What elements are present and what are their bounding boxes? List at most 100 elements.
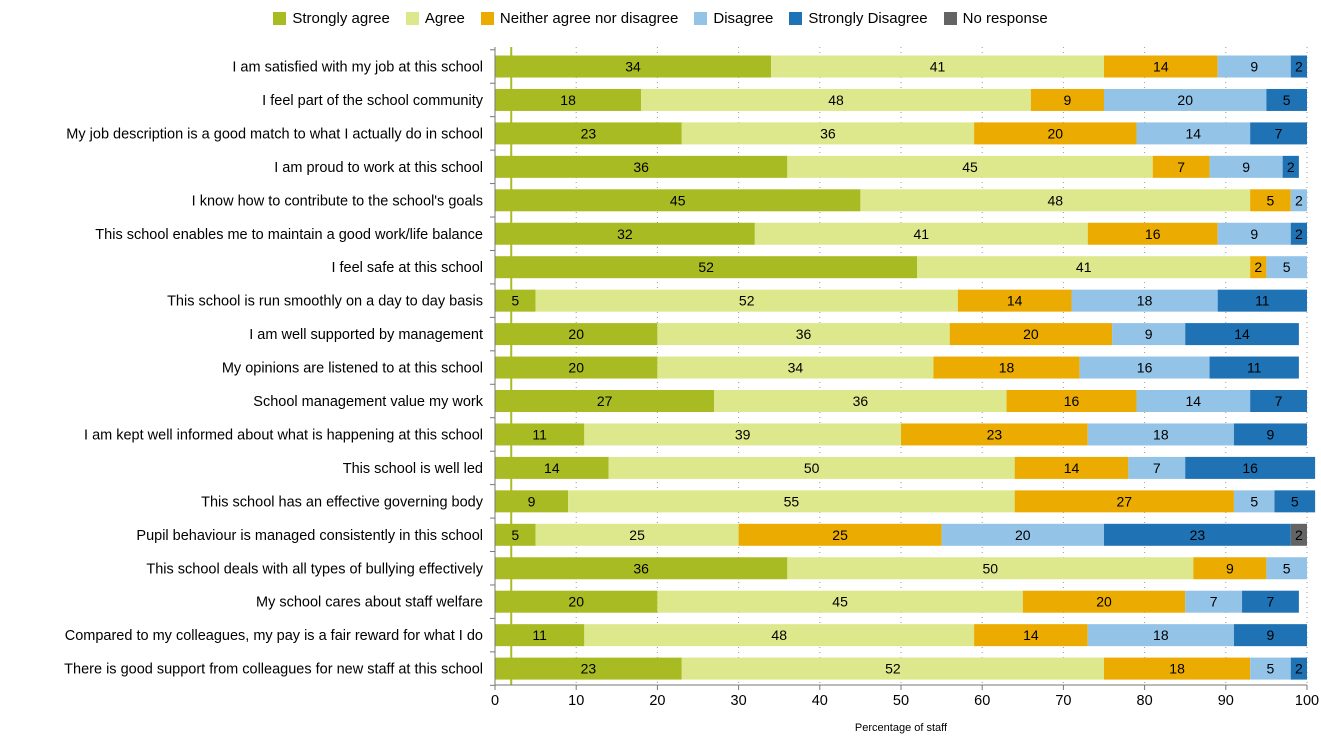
bar-segment <box>1290 189 1307 212</box>
bar-value-label: 2 <box>1295 192 1303 208</box>
bar-value-label: 18 <box>1137 293 1153 309</box>
bar-value-label: 16 <box>1064 393 1080 409</box>
x-tick-label: 70 <box>1055 693 1071 709</box>
bar-value-label: 36 <box>820 125 836 141</box>
category-label: This school has an effective governing b… <box>201 494 484 510</box>
bar-segment <box>1014 456 1129 479</box>
bar-value-label: 14 <box>1007 293 1023 309</box>
bar-segment <box>1185 323 1299 346</box>
bar-segment <box>641 88 1031 111</box>
bar-segment <box>657 356 934 379</box>
bar-value-label: 50 <box>804 460 820 476</box>
x-tick-label: 100 <box>1295 693 1319 709</box>
bar-value-label: 52 <box>698 259 714 275</box>
bar-segment <box>495 155 788 178</box>
bar-value-label: 7 <box>1210 594 1218 610</box>
legend-swatch <box>694 11 708 25</box>
category-label: My school cares about staff welfare <box>256 595 483 611</box>
bar-value-label: 45 <box>832 594 848 610</box>
bar-segment <box>1217 289 1307 312</box>
bar-value-label: 18 <box>560 92 576 108</box>
category-label: My opinions are listened to at this scho… <box>222 361 483 377</box>
bar-value-label: 48 <box>771 627 787 643</box>
bar-segment <box>1250 189 1291 212</box>
bar-value-label: 7 <box>1275 125 1283 141</box>
bar-segment <box>1266 88 1307 111</box>
bar-value-label: 9 <box>528 493 536 509</box>
bar-value-label: 55 <box>784 493 800 509</box>
bar-value-label: 11 <box>532 426 547 442</box>
bar-segment <box>1087 222 1218 245</box>
x-tick-label: 50 <box>893 693 909 709</box>
bar-value-label: 25 <box>629 527 645 543</box>
bar-segment <box>1112 323 1186 346</box>
category-label: I am proud to work at this school <box>274 160 483 176</box>
bar-value-label: 9 <box>1064 92 1072 108</box>
bar-value-label: 36 <box>633 560 649 576</box>
bar-segment <box>1014 490 1234 513</box>
bar-segment <box>495 557 788 580</box>
bar-segment <box>1087 624 1234 647</box>
bar-value-label: 36 <box>853 393 869 409</box>
bar-value-label: 9 <box>1267 627 1275 643</box>
legend-label: Agree <box>424 9 465 27</box>
chart-legend: Strongly agree Agree Neither agree nor dis… <box>0 8 1321 28</box>
bar-value-label: 5 <box>1267 661 1275 677</box>
bar-value-label: 45 <box>962 159 978 175</box>
bar-segment <box>1217 55 1291 78</box>
bar-segment <box>584 423 901 446</box>
bar-segment <box>1274 490 1316 513</box>
legend-swatch <box>480 11 494 25</box>
bar-value-label: 36 <box>796 326 812 342</box>
bar-segment <box>1290 657 1307 680</box>
bar-value-label: 45 <box>670 192 686 208</box>
bar-value-label: 11 <box>1255 293 1270 309</box>
bar-value-label: 41 <box>914 226 930 242</box>
bar-segment <box>495 88 642 111</box>
bar-value-label: 14 <box>544 460 560 476</box>
bar-value-label: 20 <box>1177 92 1193 108</box>
bar-value-label: 52 <box>739 293 755 309</box>
bar-value-label: 20 <box>1047 125 1063 141</box>
legend-label: Strongly agree <box>292 9 390 27</box>
bar-value-label: 32 <box>617 226 633 242</box>
bar-segment <box>1071 289 1218 312</box>
bar-value-label: 20 <box>568 326 584 342</box>
bar-segment <box>1136 122 1251 145</box>
bar-segment <box>608 456 1015 479</box>
bar-segment <box>1006 390 1137 412</box>
bar-segment <box>1282 155 1299 178</box>
category-label: My job description is a good match to wh… <box>66 126 483 142</box>
bar-segment <box>495 590 658 613</box>
bar-value-label: 41 <box>930 59 946 75</box>
bar-value-label: 20 <box>1023 326 1039 342</box>
bar-segment <box>495 356 658 379</box>
bar-value-label: 5 <box>1267 192 1275 208</box>
bar-segment <box>917 256 1251 279</box>
bar-value-label: 9 <box>1242 159 1250 175</box>
bar-value-label: 16 <box>1145 226 1161 242</box>
bar-value-label: 20 <box>1015 527 1031 543</box>
bar-segment <box>495 289 536 312</box>
bar-segment <box>1266 256 1307 279</box>
bar-value-label: 5 <box>511 527 519 543</box>
bar-segment <box>1250 657 1291 680</box>
bar-value-label: 23 <box>1190 527 1206 543</box>
bar-segment <box>974 624 1088 647</box>
bar-value-label: 14 <box>1186 125 1202 141</box>
legend-item-strongly-agree: Strongly agree <box>273 10 390 27</box>
bar-value-label: 14 <box>1234 326 1250 342</box>
bar-value-label: 9 <box>1267 426 1275 442</box>
bar-segment <box>949 323 1113 346</box>
bar-segment <box>1104 55 1218 78</box>
bar-value-label: 9 <box>1145 326 1153 342</box>
legend-swatch <box>789 11 803 25</box>
bar-segment <box>1290 523 1307 546</box>
bar-segment <box>714 390 1007 412</box>
bar-segment <box>941 523 1104 546</box>
bar-segment <box>535 523 739 546</box>
bar-segment <box>1104 88 1267 111</box>
bar-segment <box>495 624 585 647</box>
bar-segment <box>1193 557 1267 580</box>
